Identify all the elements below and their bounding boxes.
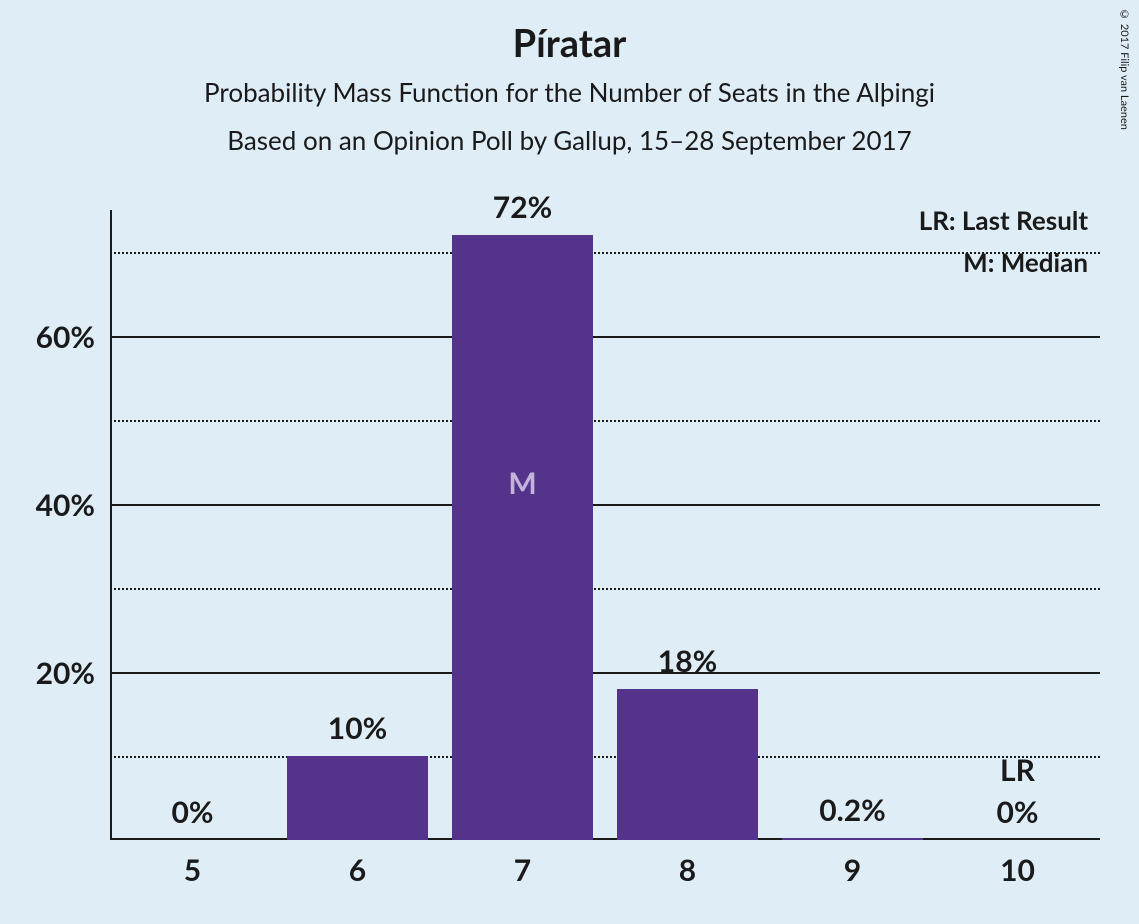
x-tick-label: 6 bbox=[275, 852, 440, 888]
x-tick-label: 7 bbox=[440, 852, 605, 888]
copyright-text: © 2017 Filip van Laenen bbox=[1118, 8, 1131, 130]
legend-lr: LR: Last Result bbox=[919, 204, 1088, 236]
gridline-minor bbox=[110, 588, 1100, 590]
y-tick-label: 40% bbox=[5, 487, 95, 523]
x-tick-label: 5 bbox=[110, 852, 275, 888]
bar-value-label: 18% bbox=[605, 643, 770, 679]
median-marker: M bbox=[452, 465, 594, 501]
bar-value-label: 10% bbox=[275, 710, 440, 746]
x-tick-label: 10 bbox=[935, 852, 1100, 888]
bar bbox=[287, 756, 429, 840]
y-axis-line bbox=[110, 210, 112, 840]
bar-value-label: 0.2% bbox=[770, 792, 935, 828]
x-tick-label: 9 bbox=[770, 852, 935, 888]
bar bbox=[452, 235, 594, 840]
y-tick-label: 60% bbox=[5, 319, 95, 355]
lr-marker: LR bbox=[935, 752, 1100, 788]
plot-area: 20%40%60%0%510%672%7M18%80.2%90%10LRLR: … bbox=[110, 210, 1100, 840]
gridline-minor bbox=[110, 252, 1100, 254]
chart-subtitle-1: Probability Mass Function for the Number… bbox=[0, 76, 1139, 108]
bar-value-label: 72% bbox=[440, 189, 605, 225]
gridline-major bbox=[110, 336, 1100, 338]
chart-title: Píratar bbox=[0, 20, 1139, 66]
chart-container: Píratar Probability Mass Function for th… bbox=[0, 0, 1139, 924]
bar-value-label: 0% bbox=[110, 794, 275, 830]
bar-value-label: 0% bbox=[935, 794, 1100, 830]
x-tick-label: 8 bbox=[605, 852, 770, 888]
y-tick-label: 20% bbox=[5, 655, 95, 691]
chart-subtitle-2: Based on an Opinion Poll by Gallup, 15–2… bbox=[0, 124, 1139, 156]
legend-median: M: Median bbox=[963, 246, 1088, 278]
gridline-minor bbox=[110, 420, 1100, 422]
bar bbox=[617, 689, 759, 840]
gridline-major bbox=[110, 504, 1100, 506]
x-axis-line bbox=[110, 838, 1100, 840]
bar bbox=[782, 838, 924, 840]
